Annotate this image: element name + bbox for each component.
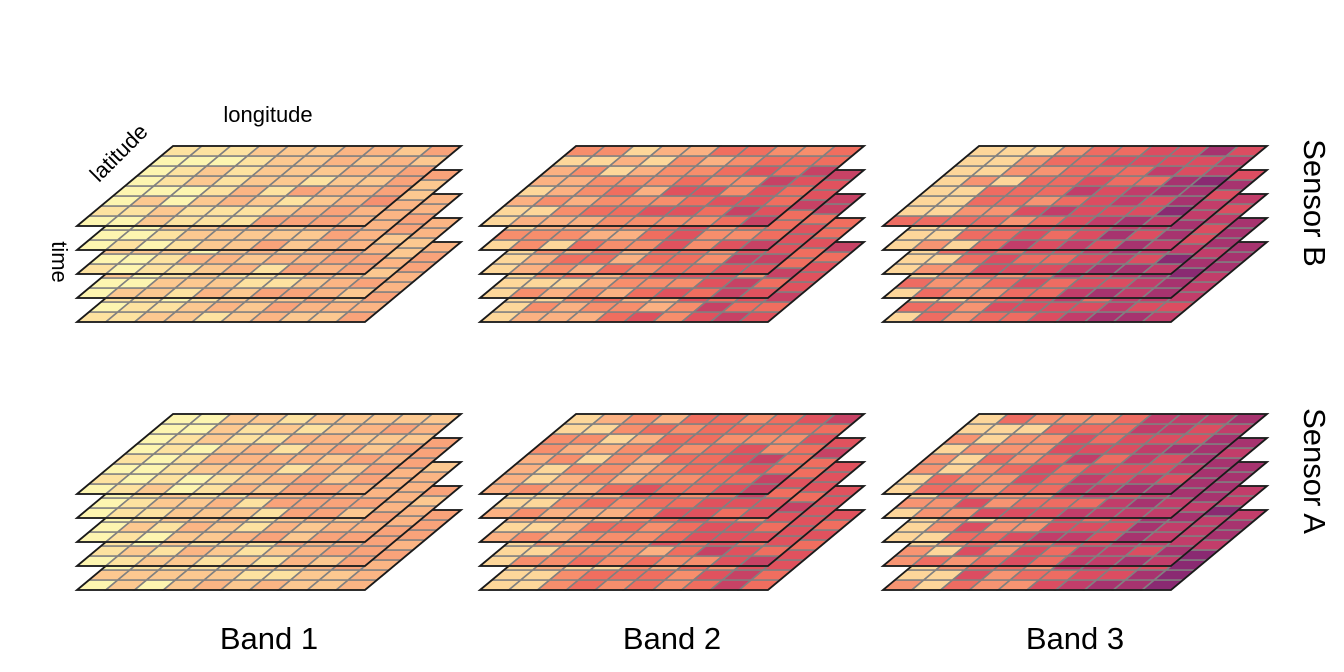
layer-outline xyxy=(74,413,464,495)
cube-sensor-b-band-3 xyxy=(880,145,1270,323)
layer-outline xyxy=(880,413,1270,495)
band-3-label: Band 3 xyxy=(1026,621,1124,656)
layer-outline xyxy=(477,413,867,495)
band-2-label: Band 2 xyxy=(623,621,721,656)
layer-outline xyxy=(880,145,1270,227)
cube-sensor-a-band-2 xyxy=(477,413,867,591)
longitude-axis-label: longitude xyxy=(223,102,312,127)
cube-sensor-b-band-1 xyxy=(74,145,464,323)
time-layer xyxy=(880,413,1270,495)
time-layer xyxy=(74,145,464,227)
cube-sensor-b-band-2 xyxy=(477,145,867,323)
time-layer xyxy=(477,413,867,495)
cubes-layer xyxy=(74,145,1270,591)
cube-sensor-a-band-1 xyxy=(74,413,464,591)
time-layer xyxy=(74,413,464,495)
time-layer xyxy=(880,145,1270,227)
band-1-label: Band 1 xyxy=(220,621,318,656)
layer-outline xyxy=(74,145,464,227)
time-layer xyxy=(477,145,867,227)
sensor-b-label: Sensor B xyxy=(1297,139,1332,267)
cube-sensor-a-band-3 xyxy=(880,413,1270,591)
sensor-a-label: Sensor A xyxy=(1297,408,1332,534)
layer-outline xyxy=(477,145,867,227)
time-axis-label: time xyxy=(47,241,72,283)
